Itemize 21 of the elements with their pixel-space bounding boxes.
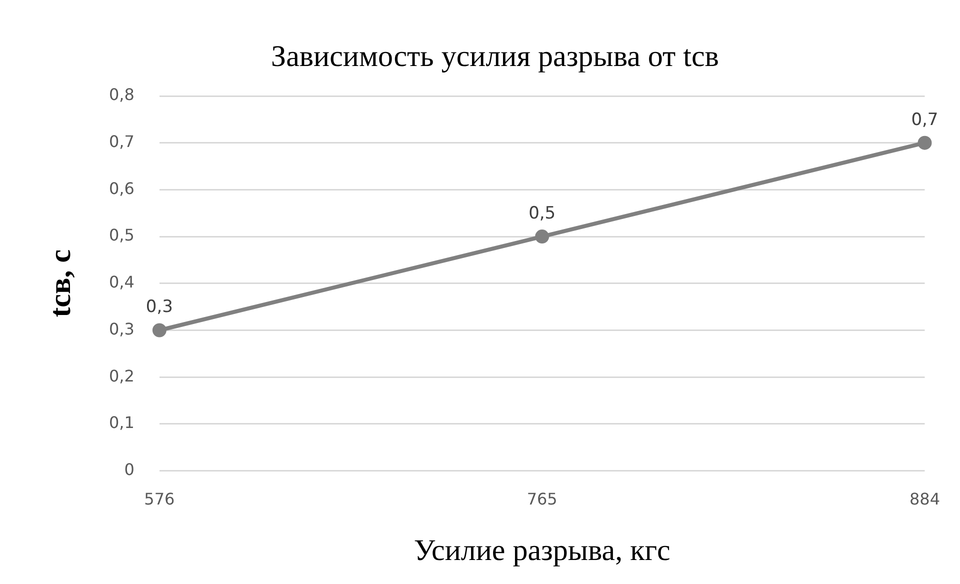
point bbox=[152, 323, 166, 338]
x-tick-label: 884 bbox=[909, 490, 940, 509]
y-tick-label: 0,8 bbox=[108, 85, 134, 104]
y-tick-label: 0,1 bbox=[108, 413, 134, 432]
point bbox=[535, 230, 550, 244]
y-tick-label: 0 bbox=[124, 460, 134, 479]
point bbox=[918, 136, 932, 150]
x-tick-label: 576 bbox=[144, 490, 175, 509]
x-axis-title: Усилие разрыва, кгс bbox=[414, 534, 670, 567]
y-tick-label: 0,3 bbox=[108, 319, 134, 338]
data-label: 0,5 bbox=[528, 203, 556, 224]
x-tick-label: 765 bbox=[526, 490, 558, 509]
data-label: 0,3 bbox=[146, 297, 173, 318]
y-axis-title: tсв, с bbox=[44, 249, 77, 318]
y-tick-label: 0,2 bbox=[108, 366, 134, 386]
y-tick-label: 0,6 bbox=[108, 178, 134, 198]
chart-title: Зависимость усилия разрыва от tсв bbox=[271, 40, 719, 73]
y-tick-label: 0,5 bbox=[108, 226, 134, 245]
data-label: 0,7 bbox=[911, 110, 938, 130]
y-tick-label: 0,4 bbox=[108, 272, 134, 292]
y-tick-label: 0,7 bbox=[108, 132, 134, 152]
